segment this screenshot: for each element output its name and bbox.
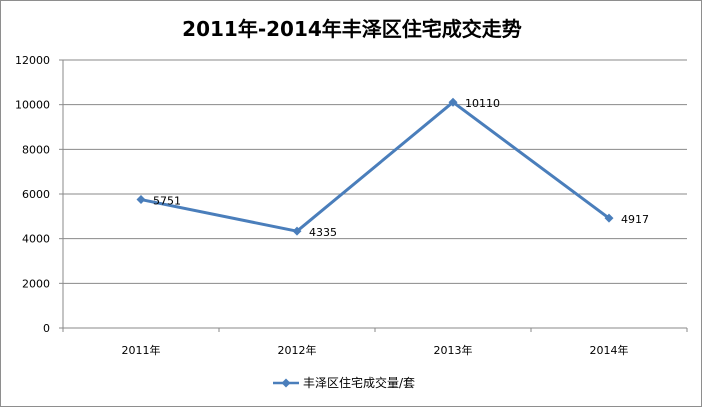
data-label: 4917 xyxy=(621,213,649,226)
y-tick-label: 2000 xyxy=(22,277,50,290)
x-tick-label: 2014年 xyxy=(590,343,629,357)
x-tick-label: 2011年 xyxy=(122,343,161,357)
y-tick-labels: 0 2000 4000 6000 8000 10000 12000 xyxy=(15,54,50,335)
data-label: 5751 xyxy=(153,195,181,208)
legend-series-label: 丰泽区住宅成交量/套 xyxy=(303,375,415,390)
data-point-marker xyxy=(448,97,458,107)
data-point-marker xyxy=(604,213,614,223)
y-tick-label: 12000 xyxy=(15,54,50,67)
series-layer xyxy=(136,97,614,236)
legend: 丰泽区住宅成交量/套 xyxy=(273,375,415,390)
legend-series-marker xyxy=(281,378,291,388)
y-tick-label: 4000 xyxy=(22,233,50,246)
y-tick-label: 0 xyxy=(43,322,50,335)
chart-title: 2011年-2014年丰泽区住宅成交走势 xyxy=(182,17,522,41)
y-tick-label: 8000 xyxy=(22,143,50,156)
data-label: 4335 xyxy=(309,226,337,239)
x-tick-label: 2013年 xyxy=(434,343,473,357)
y-tick-label: 6000 xyxy=(22,188,50,201)
data-point-marker xyxy=(136,195,146,205)
data-point-marker xyxy=(292,226,302,236)
y-tick-label: 10000 xyxy=(15,99,50,112)
series-line xyxy=(140,100,610,233)
grid-layer xyxy=(59,59,687,329)
data-labels: 5751 4335 10110 4917 xyxy=(153,97,649,239)
data-label: 10110 xyxy=(465,97,500,110)
x-tick-label: 2012年 xyxy=(278,343,317,357)
x-tick-labels: 2011年 2012年 2013年 2014年 xyxy=(62,328,688,357)
